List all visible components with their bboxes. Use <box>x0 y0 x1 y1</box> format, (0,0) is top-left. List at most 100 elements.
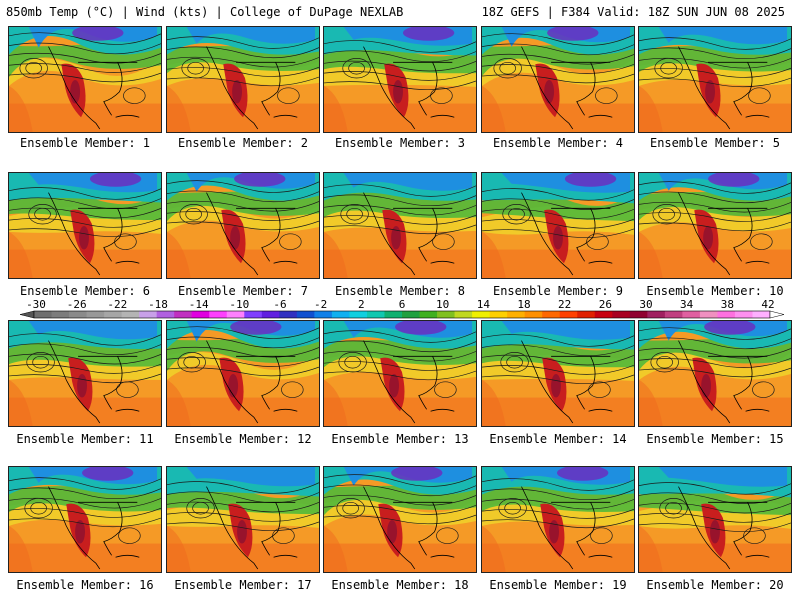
colorbar-swatch <box>384 311 403 318</box>
colorbar-tick-label: 10 <box>436 299 449 311</box>
colorbar-tick-label: 14 <box>477 299 491 311</box>
temperature-map <box>9 173 161 278</box>
colorbar-swatch <box>699 311 718 318</box>
temperature-map <box>482 27 634 132</box>
colorbar-swatch <box>209 311 228 318</box>
colorbar-swatch <box>629 311 648 318</box>
temperature-map <box>167 467 319 572</box>
ensemble-member-label: Ensemble Member: 7 <box>177 284 309 298</box>
ensemble-member-label: Ensemble Member: 19 <box>489 578 627 592</box>
colorbar-swatch <box>717 311 736 318</box>
ensemble-map-panel <box>638 320 792 427</box>
temperature-map <box>324 467 476 572</box>
ensemble-member-label: Ensemble Member: 13 <box>331 432 469 446</box>
colorbar-tick-label: -10 <box>229 299 249 311</box>
colorbar-swatch <box>402 311 421 318</box>
colorbar-max-arrow <box>769 310 785 319</box>
colorbar-swatch <box>366 311 385 318</box>
temperature-map <box>167 321 319 426</box>
ensemble-map-panel <box>481 26 635 133</box>
ensemble-member-label: Ensemble Member: 14 <box>489 432 627 446</box>
ensemble-member-label: Ensemble Member: 16 <box>16 578 154 592</box>
colorbar-swatch <box>577 311 596 318</box>
temperature-colorbar: -30 -26 -22 -18 -14 -10 -6 -2 2 6 10 14 18 22 26 30 34 38… <box>14 299 790 319</box>
colorbar-swatch <box>647 311 666 318</box>
colorbar-swatch <box>279 311 298 318</box>
temperature-map <box>9 321 161 426</box>
ensemble-map-panel <box>481 320 635 427</box>
ensemble-map-panel <box>323 172 477 279</box>
colorbar-swatch <box>612 311 631 318</box>
ensemble-map-panel <box>166 466 320 573</box>
colorbar-swatch <box>51 311 70 318</box>
colorbar-swatch <box>34 311 53 318</box>
colorbar-swatch <box>542 311 561 318</box>
ensemble-map-panel <box>166 26 320 133</box>
colorbar-tick-label: -14 <box>189 299 209 311</box>
colorbar-swatch <box>86 311 105 318</box>
colorbar-swatch <box>682 311 701 318</box>
ensemble-map-panel <box>323 320 477 427</box>
colorbar-tick-label: 42 <box>761 299 774 311</box>
colorbar-swatch <box>594 311 613 318</box>
ensemble-member-label: Ensemble Member: 2 <box>177 136 309 150</box>
colorbar-swatch <box>261 311 280 318</box>
colorbar-swatch <box>489 311 508 318</box>
ensemble-map-panel <box>166 320 320 427</box>
colorbar-swatch <box>349 311 368 318</box>
colorbar-swatch <box>454 311 473 318</box>
temperature-map <box>167 173 319 278</box>
ensemble-member-label: Ensemble Member: 15 <box>646 432 784 446</box>
colorbar-swatch <box>191 311 210 318</box>
colorbar-swatch <box>734 311 753 318</box>
colorbar-swatch <box>139 311 158 318</box>
ensemble-member-label: Ensemble Member: 9 <box>492 284 624 298</box>
ensemble-member-label: Ensemble Member: 8 <box>334 284 466 298</box>
ensemble-member-label: Ensemble Member: 5 <box>649 136 781 150</box>
colorbar-tick-label: -18 <box>148 299 168 311</box>
colorbar-swatch <box>437 311 456 318</box>
ensemble-member-label: Ensemble Member: 10 <box>646 284 784 298</box>
ensemble-map-panel <box>8 466 162 573</box>
colorbar-swatch <box>331 311 350 318</box>
ensemble-map-panel <box>481 172 635 279</box>
ensemble-member-label: Ensemble Member: 4 <box>492 136 624 150</box>
ensemble-member-label: Ensemble Member: 18 <box>331 578 469 592</box>
colorbar-tick-label: 6 <box>399 299 406 311</box>
ensemble-member-label: Ensemble Member: 17 <box>174 578 312 592</box>
colorbar-min-arrow <box>19 310 35 319</box>
ensemble-map-panel <box>638 466 792 573</box>
colorbar-swatch <box>664 311 683 318</box>
colorbar-tick-label: -26 <box>67 299 87 311</box>
ensemble-member-label: Ensemble Member: 20 <box>646 578 784 592</box>
colorbar-swatch <box>507 311 526 318</box>
colorbar-tick-label: 38 <box>721 299 734 311</box>
colorbar-tick-label: 26 <box>599 299 612 311</box>
temperature-map <box>482 173 634 278</box>
ensemble-member-label: Ensemble Member: 1 <box>19 136 151 150</box>
valid-time: 18Z GEFS | F384 Valid: 18Z SUN JUN 08 20… <box>481 5 785 19</box>
temperature-map <box>639 27 791 132</box>
colorbar-graphic: -30 -26 -22 -18 -14 -10 -6 -2 2 6 10 14 18 22 26 30 34 38… <box>19 299 785 319</box>
ensemble-map-panel <box>8 26 162 133</box>
colorbar-tick-label: 30 <box>639 299 652 311</box>
temperature-map <box>639 467 791 572</box>
colorbar-swatch <box>559 311 578 318</box>
temperature-map <box>482 321 634 426</box>
temperature-map <box>482 467 634 572</box>
colorbar-swatch <box>156 311 175 318</box>
colorbar-swatch <box>69 311 88 318</box>
ensemble-member-label: Ensemble Member: 6 <box>19 284 151 298</box>
colorbar-swatch <box>472 311 491 318</box>
colorbar-tick-label: -6 <box>273 299 286 311</box>
temperature-map <box>9 467 161 572</box>
ensemble-map-panel <box>8 172 162 279</box>
colorbar-swatch <box>314 311 333 318</box>
colorbar-tick-label: 2 <box>358 299 365 311</box>
colorbar-swatch <box>174 311 193 318</box>
ensemble-map-panel <box>481 466 635 573</box>
ensemble-map-panel <box>323 26 477 133</box>
temperature-map <box>324 321 476 426</box>
colorbar-tick-label: -22 <box>107 299 127 311</box>
temperature-map <box>324 27 476 132</box>
